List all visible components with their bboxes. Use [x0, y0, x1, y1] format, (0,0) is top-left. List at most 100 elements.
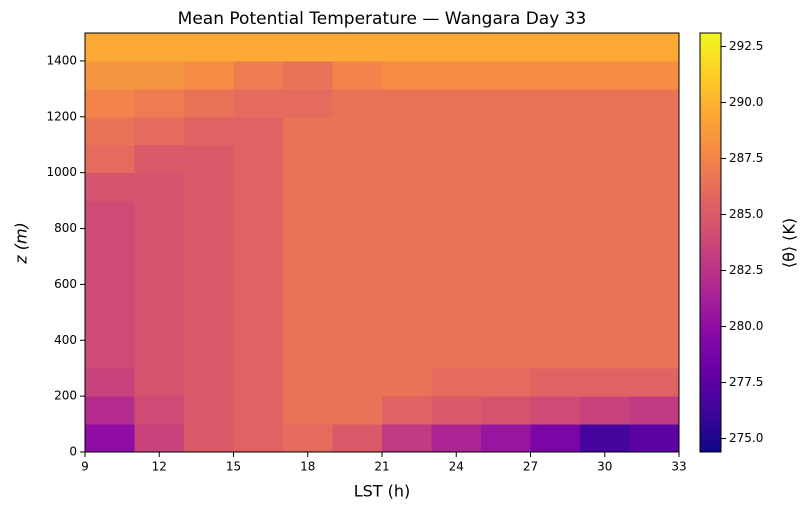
heat-cell — [580, 88, 630, 118]
heat-cell — [530, 88, 581, 118]
heat-cell — [283, 144, 333, 174]
heat-cell — [233, 396, 284, 425]
heat-cell — [382, 228, 432, 257]
heat-cell — [184, 200, 234, 230]
heat-cell — [233, 256, 284, 285]
heat-cell — [332, 368, 383, 397]
heat-cell — [85, 368, 135, 397]
colorbar-tick-label: 275.0 — [729, 431, 763, 445]
heat-cell — [283, 256, 333, 285]
heat-cell — [580, 340, 630, 369]
y-tick-label: 600 — [54, 277, 77, 291]
heat-cell — [629, 228, 680, 257]
heat-cell — [184, 368, 234, 397]
heat-cell — [85, 424, 135, 453]
heat-cell — [481, 172, 531, 202]
heat-cell — [629, 88, 680, 118]
colorbar-label: ⟨θ⟩ (K) — [780, 218, 799, 268]
heat-cell — [184, 256, 234, 285]
heat-cell — [134, 60, 185, 90]
heat-cell — [530, 284, 581, 313]
colorbar-tick-label: 287.5 — [729, 151, 763, 165]
heat-cell — [629, 144, 680, 174]
heat-cell — [184, 284, 234, 313]
heat-cell — [382, 396, 432, 425]
heat-cell — [85, 284, 135, 313]
heat-cell — [85, 116, 135, 146]
heat-cell — [184, 228, 234, 257]
x-tick-label: 24 — [449, 460, 464, 474]
heat-cell — [382, 312, 432, 341]
heat-cell — [629, 33, 680, 62]
heat-cell — [332, 228, 383, 257]
heat-cell — [184, 88, 234, 118]
heat-cell — [431, 144, 482, 174]
colorbar-tick-label: 282.5 — [729, 263, 763, 277]
y-tick-label: 1400 — [46, 53, 77, 67]
heat-cell — [134, 172, 185, 202]
heat-cell — [382, 116, 432, 146]
heat-cell — [530, 116, 581, 146]
heat-cell — [233, 60, 284, 90]
colorbar-tick-label: 290.0 — [729, 95, 763, 109]
heat-cell — [481, 396, 531, 425]
heat-cell — [85, 172, 135, 202]
heat-cell — [233, 368, 284, 397]
y-tick-label: 0 — [69, 445, 77, 459]
heat-cell — [580, 256, 630, 285]
heat-cell — [134, 368, 185, 397]
heat-cell — [134, 284, 185, 313]
heat-cell — [85, 144, 135, 174]
y-axis-label: z (m) — [12, 222, 31, 265]
heat-cell — [233, 33, 284, 62]
heat-cell — [283, 340, 333, 369]
heat-cell — [283, 312, 333, 341]
heat-cell — [431, 60, 482, 90]
heat-cell — [431, 424, 482, 453]
heat-cell — [530, 312, 581, 341]
heat-cell — [431, 116, 482, 146]
heat-cell — [184, 340, 234, 369]
heat-cell — [382, 256, 432, 285]
heat-cell — [481, 60, 531, 90]
heat-cell — [431, 368, 482, 397]
heat-cell — [431, 284, 482, 313]
heat-cell — [580, 60, 630, 90]
heat-cell — [629, 340, 680, 369]
x-tick-label: 18 — [300, 460, 315, 474]
heat-cell — [629, 368, 680, 397]
heat-cell — [431, 228, 482, 257]
x-tick-label: 33 — [671, 460, 686, 474]
heat-cell — [530, 340, 581, 369]
x-tick-label: 27 — [523, 460, 538, 474]
heat-cell — [184, 172, 234, 202]
heat-cell — [382, 368, 432, 397]
heat-cell — [530, 33, 581, 62]
heat-cell — [382, 424, 432, 453]
heat-cell — [233, 200, 284, 230]
heat-cell — [481, 200, 531, 230]
heat-cell — [134, 312, 185, 341]
y-tick-label: 800 — [54, 221, 77, 235]
colorbar-tick-label: 280.0 — [729, 319, 763, 333]
heat-cell — [481, 368, 531, 397]
heat-cell — [580, 172, 630, 202]
heat-cell — [85, 88, 135, 118]
y-tick-label: 1000 — [46, 165, 77, 179]
heat-cell — [580, 312, 630, 341]
heat-cell — [134, 33, 185, 62]
heat-cell — [332, 396, 383, 425]
heat-cell — [431, 340, 482, 369]
x-tick-label: 9 — [81, 460, 89, 474]
heat-cell — [431, 200, 482, 230]
heat-cell — [283, 368, 333, 397]
heat-cell — [382, 60, 432, 90]
heat-cell — [431, 256, 482, 285]
heat-cell — [283, 33, 333, 62]
heat-cell — [134, 200, 185, 230]
heat-cell — [332, 284, 383, 313]
heat-cell — [233, 144, 284, 174]
heat-cell — [184, 60, 234, 90]
heat-cell — [382, 284, 432, 313]
